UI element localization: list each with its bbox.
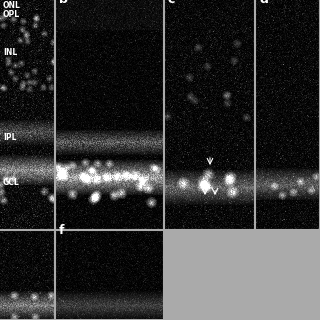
Text: GCL: GCL [3, 178, 20, 187]
Text: f: f [59, 224, 65, 237]
Text: INL: INL [3, 48, 17, 57]
Text: d: d [259, 0, 268, 6]
Text: OPL: OPL [3, 10, 20, 19]
Text: b: b [59, 0, 68, 6]
Text: c: c [168, 0, 175, 6]
Text: ONL: ONL [3, 1, 21, 10]
Text: IPL: IPL [3, 133, 17, 142]
